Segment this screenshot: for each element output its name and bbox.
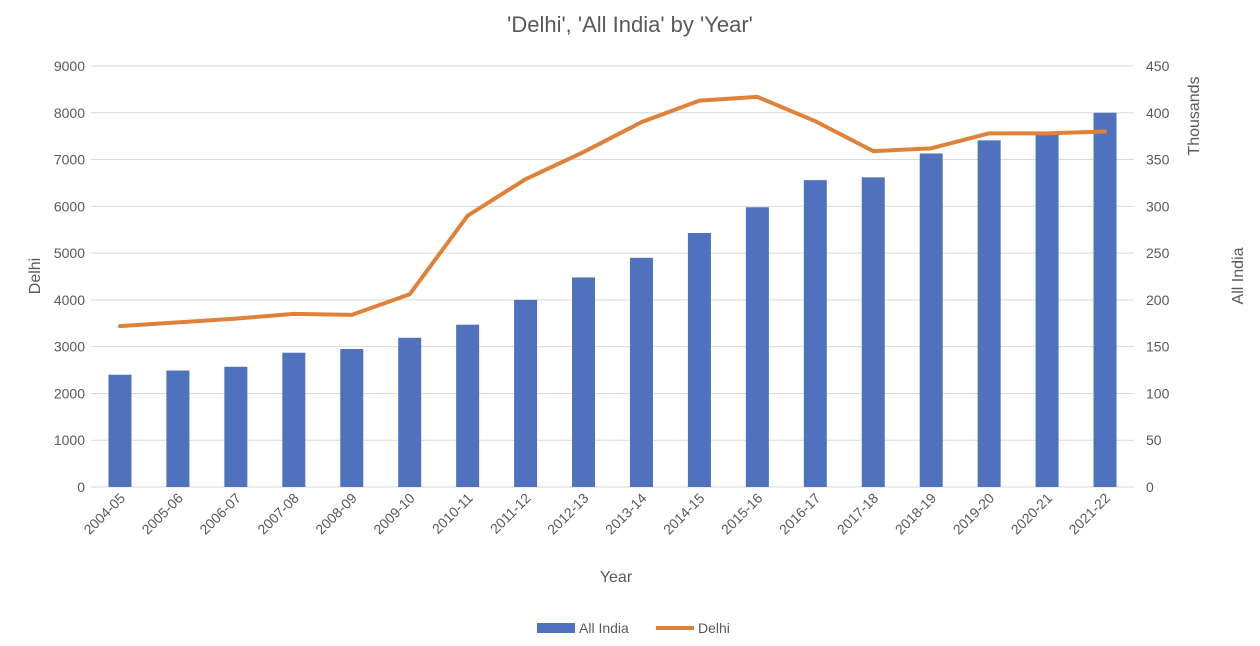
point-delhi	[235, 318, 237, 320]
x-tick-label: 2009-10	[370, 490, 418, 538]
legend-label-all-india: All India	[579, 620, 629, 636]
point-delhi	[293, 313, 295, 315]
point-delhi	[988, 132, 990, 134]
point-delhi	[756, 96, 758, 98]
y-right-tick-label: 400	[1146, 105, 1170, 121]
legend-swatch-all-india	[537, 623, 575, 633]
y-left-tick-label: 1000	[54, 432, 85, 448]
bar-all-india	[1035, 133, 1059, 488]
x-tick-label: 2005-06	[138, 490, 186, 538]
point-delhi	[119, 325, 121, 327]
point-delhi	[409, 293, 411, 295]
y-axis-right-units-label: Thousands	[1186, 76, 1203, 155]
x-tick-label: 2011-12	[487, 490, 534, 537]
x-tick-label: 2010-11	[429, 490, 476, 537]
y-right-tick-label: 250	[1146, 245, 1170, 261]
point-delhi	[640, 121, 642, 123]
y-right-tick-label: 200	[1146, 292, 1170, 308]
x-tick-label: 2007-08	[254, 490, 302, 538]
bar-all-india	[108, 374, 132, 487]
x-tick-label: 2015-16	[718, 490, 766, 538]
point-delhi	[525, 178, 527, 180]
point-delhi	[930, 147, 932, 149]
bar-all-india	[282, 352, 306, 487]
chart-title: 'Delhi', 'All India' by 'Year'	[507, 12, 753, 37]
x-tick-label: 2020-21	[1008, 490, 1056, 538]
point-delhi	[698, 100, 700, 102]
y-right-tick-label: 150	[1146, 339, 1170, 355]
y-left-tick-label: 7000	[54, 152, 85, 168]
x-tick-label: 2018-19	[892, 490, 940, 538]
point-delhi	[1104, 130, 1106, 132]
y-left-tick-label: 5000	[54, 245, 85, 261]
bar-all-india	[166, 370, 190, 487]
y-left-tick-label: 9000	[54, 58, 85, 74]
y-left-tick-label: 6000	[54, 198, 85, 214]
y-right-tick-label: 0	[1146, 479, 1154, 495]
y-right-tick-label: 50	[1146, 432, 1162, 448]
y-axis-right-title: All India	[1230, 247, 1247, 304]
bar-all-india	[398, 337, 422, 487]
point-delhi	[467, 215, 469, 217]
bars-all-india	[108, 112, 1117, 488]
point-delhi	[814, 120, 816, 122]
bar-all-india	[919, 153, 943, 488]
y-axis-left-title: Delhi	[27, 258, 44, 294]
x-tick-label: 2008-09	[312, 490, 360, 538]
axes: 0 1000 2000 3000 4000 5000 6000 7000 8000 9000 0 50…	[54, 58, 1170, 537]
bar-all-india	[629, 257, 653, 487]
bar-all-india	[977, 140, 1001, 488]
x-tick-label: 2014-15	[660, 490, 708, 538]
y-left-tick-label: 3000	[54, 339, 85, 355]
x-tick-label: 2012-13	[544, 490, 592, 538]
x-tick-label: 2006-07	[196, 490, 244, 538]
y-left-tick-label: 8000	[54, 105, 85, 121]
point-delhi	[351, 314, 353, 316]
bar-all-india	[572, 277, 596, 487]
x-tick-label: 2016-17	[776, 490, 824, 538]
bar-all-india	[745, 207, 769, 487]
y-right-tick-label: 300	[1146, 198, 1170, 214]
bar-all-india	[514, 299, 538, 487]
line-path-delhi	[117, 94, 1108, 329]
x-tick-label: 2017-18	[834, 490, 882, 538]
x-tick-label: 2013-14	[602, 490, 650, 538]
point-delhi	[1046, 132, 1048, 134]
legend-label-delhi: Delhi	[698, 620, 730, 636]
x-tick-label: 2019-20	[950, 490, 998, 538]
y-left-tick-label: 2000	[54, 385, 85, 401]
y-left-tick-label: 4000	[54, 292, 85, 308]
bar-all-india	[456, 324, 480, 487]
bar-all-india	[861, 177, 885, 487]
bar-all-india	[340, 349, 364, 487]
bar-all-india	[1093, 112, 1117, 488]
bar-all-india	[687, 232, 711, 487]
x-axis-title: Year	[600, 569, 633, 586]
point-delhi	[177, 321, 179, 323]
bar-all-india	[224, 366, 248, 487]
y-right-tick-label: 350	[1146, 152, 1170, 168]
y-right-tick-label: 450	[1146, 58, 1170, 74]
bar-all-india	[803, 180, 827, 488]
y-right-tick-label: 100	[1146, 385, 1170, 401]
legend: All India Delhi	[537, 620, 730, 636]
point-delhi	[583, 151, 585, 153]
gridlines	[91, 65, 1134, 488]
line-delhi	[117, 94, 1108, 329]
point-delhi	[872, 150, 874, 152]
x-tick-label: 2004-05	[80, 490, 128, 538]
x-tick-label: 2021-22	[1065, 490, 1113, 538]
y-left-tick-label: 0	[77, 479, 85, 495]
